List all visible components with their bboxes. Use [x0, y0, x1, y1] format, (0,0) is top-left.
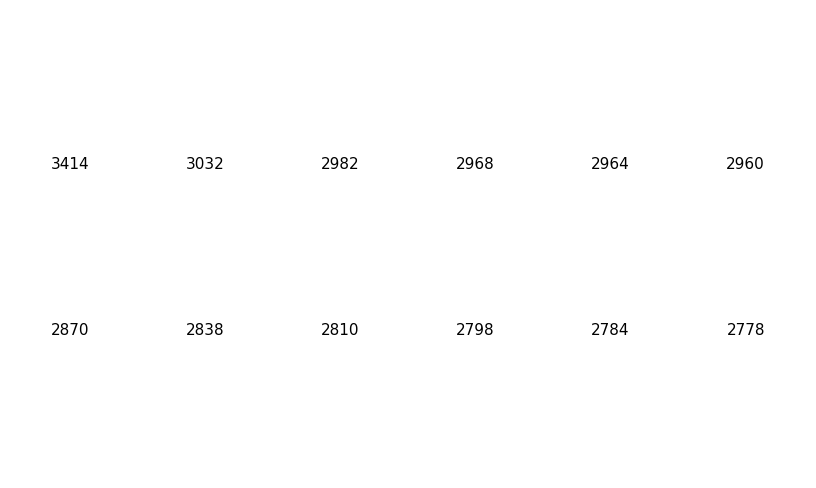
- FancyBboxPatch shape: [140, 339, 270, 477]
- FancyBboxPatch shape: [140, 173, 270, 310]
- FancyBboxPatch shape: [410, 173, 540, 310]
- FancyBboxPatch shape: [681, 173, 810, 310]
- FancyBboxPatch shape: [6, 339, 135, 477]
- Text: 2778: 2778: [726, 323, 765, 338]
- FancyBboxPatch shape: [6, 6, 135, 144]
- FancyBboxPatch shape: [546, 173, 676, 310]
- FancyBboxPatch shape: [681, 6, 810, 144]
- Text: 3032: 3032: [186, 157, 224, 172]
- FancyBboxPatch shape: [681, 339, 810, 477]
- FancyBboxPatch shape: [6, 173, 135, 310]
- FancyBboxPatch shape: [140, 6, 270, 144]
- FancyBboxPatch shape: [276, 6, 406, 144]
- FancyBboxPatch shape: [546, 6, 676, 144]
- FancyBboxPatch shape: [410, 6, 540, 144]
- Text: 2870: 2870: [51, 323, 90, 338]
- Text: 2838: 2838: [186, 323, 224, 338]
- Text: 3414: 3414: [51, 157, 90, 172]
- Text: 2810: 2810: [322, 323, 360, 338]
- Text: 2798: 2798: [456, 323, 494, 338]
- Text: 2784: 2784: [592, 323, 630, 338]
- FancyBboxPatch shape: [546, 339, 676, 477]
- Text: 2964: 2964: [592, 157, 630, 172]
- FancyBboxPatch shape: [410, 339, 540, 477]
- FancyBboxPatch shape: [276, 339, 406, 477]
- Text: 2960: 2960: [726, 157, 765, 172]
- FancyBboxPatch shape: [276, 173, 406, 310]
- Text: 2968: 2968: [456, 157, 495, 172]
- Text: 2982: 2982: [322, 157, 360, 172]
